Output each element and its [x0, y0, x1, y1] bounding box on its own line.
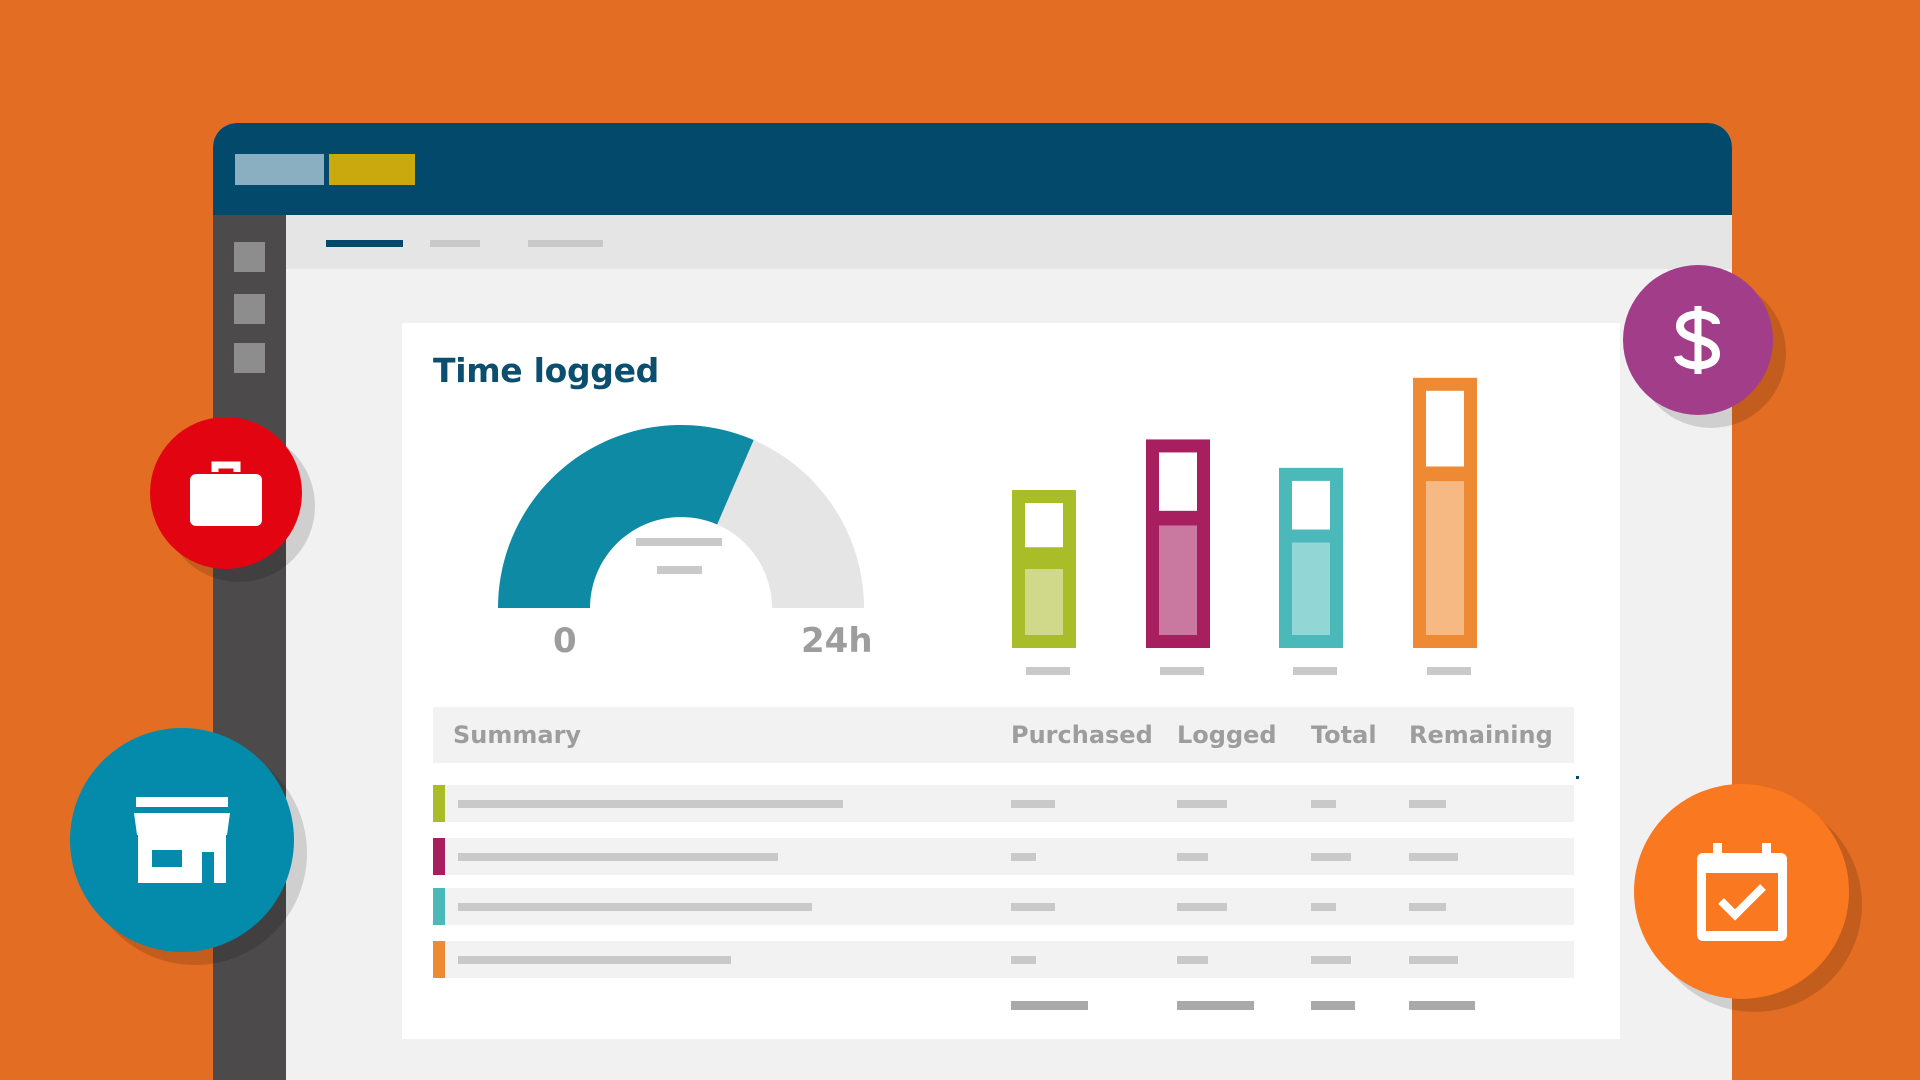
header-summary[interactable]: Summary [453, 721, 582, 749]
gauge-value-placeholder [636, 538, 722, 546]
row-total-placeholder [1311, 853, 1351, 861]
row-summary-placeholder [458, 956, 731, 964]
row-logged-placeholder [1177, 956, 1208, 964]
table-row[interactable] [433, 838, 1574, 875]
header-logged[interactable]: Logged [1177, 721, 1277, 749]
dollar-badge[interactable] [1623, 265, 1773, 415]
table-row[interactable] [433, 785, 1574, 822]
bar-2-logged-segment [1159, 525, 1197, 635]
titlebar-logo-block [235, 154, 324, 185]
row-remaining-placeholder [1409, 956, 1458, 964]
row-summary-placeholder [458, 903, 812, 911]
bar-chart [1012, 377, 1477, 675]
row-logged-placeholder [1177, 800, 1227, 808]
total-logged-placeholder [1177, 1001, 1254, 1010]
time-gauge [498, 425, 864, 608]
table-header: Summary Purchased Logged Total Remaining [433, 707, 1574, 763]
header-total[interactable]: Total [1311, 721, 1377, 749]
header-remaining[interactable]: Remaining [1409, 721, 1553, 749]
briefcase-icon [190, 461, 262, 526]
briefcase-badge[interactable] [150, 417, 302, 569]
row-purchased-placeholder [1011, 853, 1036, 861]
row-remaining-placeholder [1409, 853, 1458, 861]
tab-active[interactable] [326, 240, 403, 247]
bar-1-logged-segment [1025, 569, 1063, 635]
table-row[interactable] [433, 888, 1574, 925]
calendar-check-icon [1696, 842, 1787, 941]
row-logged-placeholder [1177, 903, 1227, 911]
row-total-placeholder [1311, 903, 1336, 911]
bar-2-remaining-segment [1159, 452, 1197, 511]
row-total-placeholder [1311, 800, 1336, 808]
row-total-placeholder [1311, 956, 1351, 964]
store-badge[interactable] [70, 728, 294, 952]
card-title: Time logged [433, 351, 660, 390]
bar-4-label-placeholder [1427, 667, 1471, 675]
tab-bar [286, 215, 1732, 269]
tab-3[interactable] [528, 240, 603, 247]
sidebar-item-3[interactable] [234, 343, 265, 373]
row-purchased-placeholder [1011, 956, 1036, 964]
row-logged-placeholder [1177, 853, 1208, 861]
row-color-swatch [433, 785, 445, 822]
table-row[interactable] [433, 941, 1574, 978]
row-summary-placeholder [458, 853, 778, 861]
sidebar [213, 215, 286, 1080]
total-total-placeholder [1311, 1001, 1355, 1010]
bar-3-logged-segment [1292, 542, 1330, 635]
sidebar-item-2[interactable] [234, 294, 265, 324]
row-color-swatch [433, 838, 445, 875]
row-purchased-placeholder [1011, 800, 1055, 808]
gauge-max-label: 24h [801, 621, 873, 661]
row-purchased-placeholder [1011, 903, 1055, 911]
bar-4-logged-segment [1426, 481, 1464, 635]
dollar-icon [1674, 306, 1721, 374]
sidebar-item-1[interactable] [234, 242, 265, 272]
total-remaining-placeholder [1409, 1001, 1475, 1010]
bar-3-remaining-segment [1292, 480, 1330, 530]
row-remaining-placeholder [1409, 800, 1446, 808]
total-purchased-placeholder [1011, 1001, 1088, 1010]
bar-4-remaining-segment [1426, 390, 1464, 467]
header-purchased[interactable]: Purchased [1011, 721, 1153, 749]
store-icon [134, 797, 230, 883]
bar-1-remaining-segment [1025, 503, 1063, 548]
gauge-unit-placeholder [657, 566, 702, 574]
row-color-swatch [433, 941, 445, 978]
cursor-dot [1576, 776, 1579, 779]
calendar-badge[interactable] [1634, 784, 1849, 999]
titlebar-accent-block[interactable] [329, 154, 415, 185]
gauge-fill [498, 425, 754, 608]
bar-2-label-placeholder [1160, 667, 1204, 675]
gauge-track [717, 440, 864, 608]
window-titlebar [213, 123, 1732, 215]
row-color-swatch [433, 888, 445, 925]
row-remaining-placeholder [1409, 903, 1446, 911]
gauge-min-label: 0 [553, 621, 577, 661]
bar-1-label-placeholder [1026, 667, 1070, 675]
tab-2[interactable] [430, 240, 480, 247]
row-summary-placeholder [458, 800, 843, 808]
bar-3-label-placeholder [1293, 667, 1337, 675]
time-logged-card: Time logged 0 24h Summary Purchased Logg… [402, 323, 1620, 1039]
